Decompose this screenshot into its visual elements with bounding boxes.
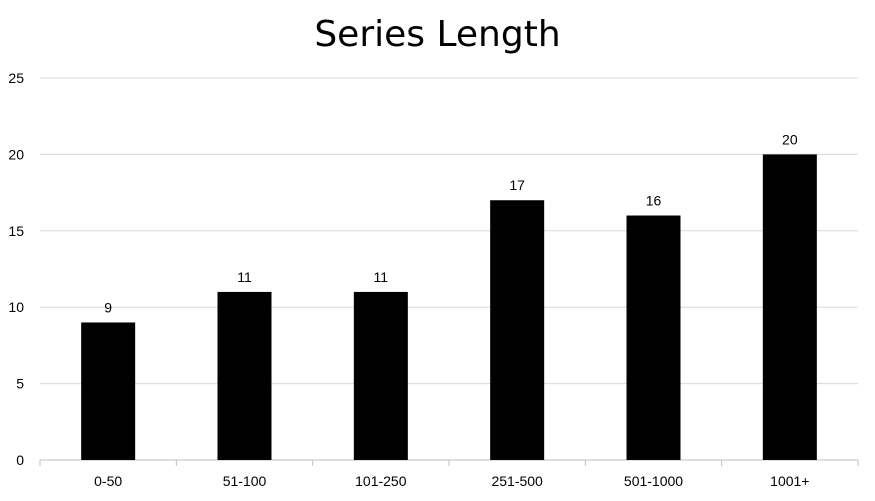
bar bbox=[626, 215, 681, 460]
bar bbox=[353, 291, 408, 460]
y-tick-label: 15 bbox=[8, 223, 24, 239]
bar bbox=[490, 200, 545, 461]
chart-title: Series Length bbox=[314, 14, 561, 55]
data-label: 20 bbox=[782, 131, 798, 147]
data-label: 9 bbox=[104, 299, 112, 315]
y-tick-label: 5 bbox=[16, 376, 24, 392]
x-tick-label: 501-1000 bbox=[624, 473, 683, 489]
y-tick-label: 25 bbox=[8, 70, 24, 86]
y-tick-label: 0 bbox=[16, 452, 24, 468]
data-label: 11 bbox=[237, 269, 252, 285]
data-label: 16 bbox=[646, 193, 662, 209]
x-tick-label: 0-50 bbox=[94, 473, 122, 489]
y-tick-label: 10 bbox=[8, 299, 24, 315]
data-label: 17 bbox=[509, 177, 525, 193]
data-label: 11 bbox=[374, 269, 389, 285]
x-tick-label: 1001+ bbox=[770, 473, 809, 489]
x-tick-label: 101-250 bbox=[355, 473, 407, 489]
bar bbox=[81, 322, 136, 460]
bar bbox=[762, 154, 817, 460]
bar bbox=[217, 291, 272, 460]
x-tick-label: 251-500 bbox=[491, 473, 543, 489]
y-tick-label: 20 bbox=[8, 146, 24, 162]
x-tick-label: 51-100 bbox=[223, 473, 267, 489]
